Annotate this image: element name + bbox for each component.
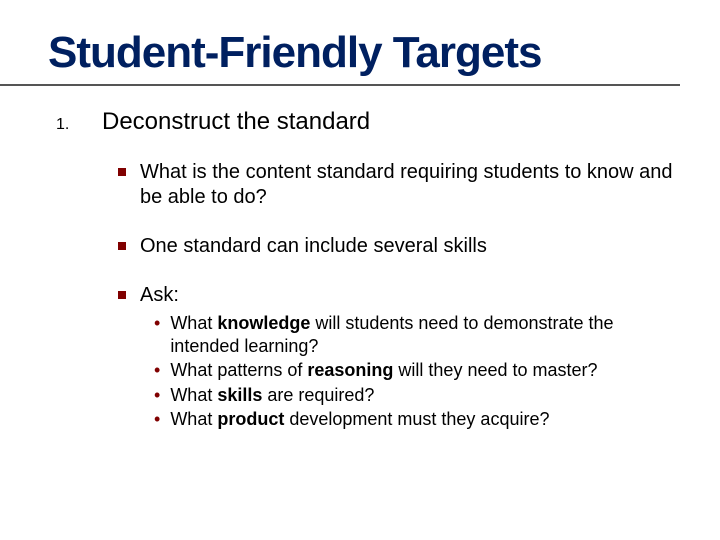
dot-bullet-icon: • [154, 408, 160, 431]
ask-item: • What skills are required? [154, 384, 676, 407]
dot-bullet-icon: • [154, 384, 160, 407]
ask-item: • What knowledge will students need to d… [154, 312, 676, 357]
sub-bullet-text: One standard can include several skills [140, 234, 487, 259]
sub-bullet-item: What is the content standard requiring s… [118, 160, 676, 210]
ask-label: Ask: [140, 284, 179, 306]
ask-text: What knowledge will students need to dem… [170, 312, 676, 357]
slide-title: Student-Friendly Targets [0, 0, 680, 86]
slide-content: 1. Deconstruct the standard What is the … [0, 86, 720, 433]
item-number: 1. [56, 116, 78, 134]
dot-bullet-icon: • [154, 312, 160, 335]
sub-bullet-text: What is the content standard requiring s… [140, 160, 676, 210]
sub-bullet-list: What is the content standard requiring s… [118, 160, 676, 433]
square-bullet-icon [118, 168, 126, 176]
ask-list: • What knowledge will students need to d… [154, 312, 676, 431]
dot-bullet-icon: • [154, 359, 160, 382]
ask-item: • What product development must they acq… [154, 408, 676, 431]
square-bullet-icon [118, 291, 126, 299]
sub-bullet-item: One standard can include several skills [118, 234, 676, 259]
item-text: Deconstruct the standard [102, 108, 370, 136]
sub-bullet-text: Ask: • What knowledge will students need… [140, 283, 676, 433]
square-bullet-icon [118, 242, 126, 250]
numbered-item: 1. Deconstruct the standard [56, 108, 676, 136]
sub-bullet-item: Ask: • What knowledge will students need… [118, 283, 676, 433]
ask-item: • What patterns of reasoning will they n… [154, 359, 676, 382]
ask-text: What patterns of reasoning will they nee… [170, 359, 597, 382]
ask-text: What skills are required? [170, 384, 374, 407]
ask-text: What product development must they acqui… [170, 408, 549, 431]
